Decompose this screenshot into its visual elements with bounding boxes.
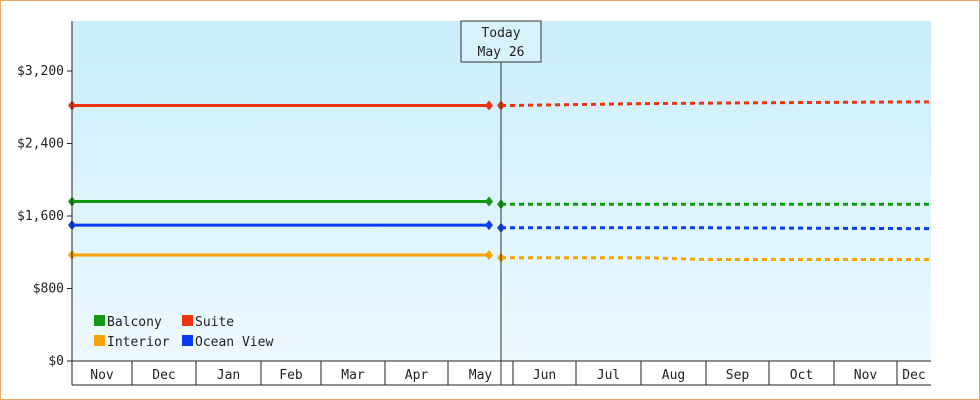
x-tick-label: May [469, 368, 493, 383]
x-tick-label: Feb [279, 368, 303, 383]
x-tick-label: Nov [854, 368, 878, 383]
legend-label: Ocean View [195, 335, 273, 350]
legend-item-suite[interactable]: Suite [182, 315, 234, 330]
x-tick-label: Apr [405, 368, 429, 383]
legend-swatch [94, 335, 105, 346]
legend-item-interior[interactable]: Interior [94, 335, 170, 350]
today-label: Today [481, 26, 520, 41]
x-tick-label: Nov [90, 368, 114, 383]
y-tick-label: $800 [33, 282, 64, 297]
x-tick-label: Jul [597, 368, 620, 383]
series-balcony-point[interactable] [485, 196, 493, 207]
y-tick-label: $3,200 [17, 64, 64, 79]
x-tick-label: Jun [533, 368, 556, 383]
x-tick-label: Jan [217, 368, 240, 383]
series-interior-forecast [501, 256, 931, 261]
series-interior-point[interactable] [485, 249, 493, 260]
legend-item-balcony[interactable]: Balcony [94, 315, 162, 330]
x-tick-label: Mar [341, 368, 365, 383]
x-tick-label: Sep [726, 368, 750, 383]
y-tick-label: $0 [48, 354, 64, 369]
legend-swatch [182, 335, 193, 346]
x-tick-label: Dec [902, 368, 925, 383]
x-tick-label: Oct [790, 368, 813, 383]
series-ocean-view-forecast [501, 226, 932, 231]
y-tick-label: $1,600 [17, 209, 64, 224]
legend-swatch [94, 315, 105, 326]
legend-label: Suite [195, 315, 234, 330]
legend-item-ocean-view[interactable]: Ocean View [182, 335, 273, 350]
x-tick-label: Dec [152, 368, 175, 383]
series-ocean-view-point[interactable] [485, 220, 493, 231]
legend-label: Balcony [107, 315, 162, 330]
today-date-label: May 26 [478, 45, 525, 60]
legend-label: Interior [107, 335, 170, 350]
legend-swatch [182, 315, 193, 326]
series-suite-point[interactable] [485, 100, 493, 111]
y-tick-label: $2,400 [17, 137, 64, 152]
x-tick-label: Aug [662, 368, 685, 383]
today-label-box [460, 20, 542, 63]
